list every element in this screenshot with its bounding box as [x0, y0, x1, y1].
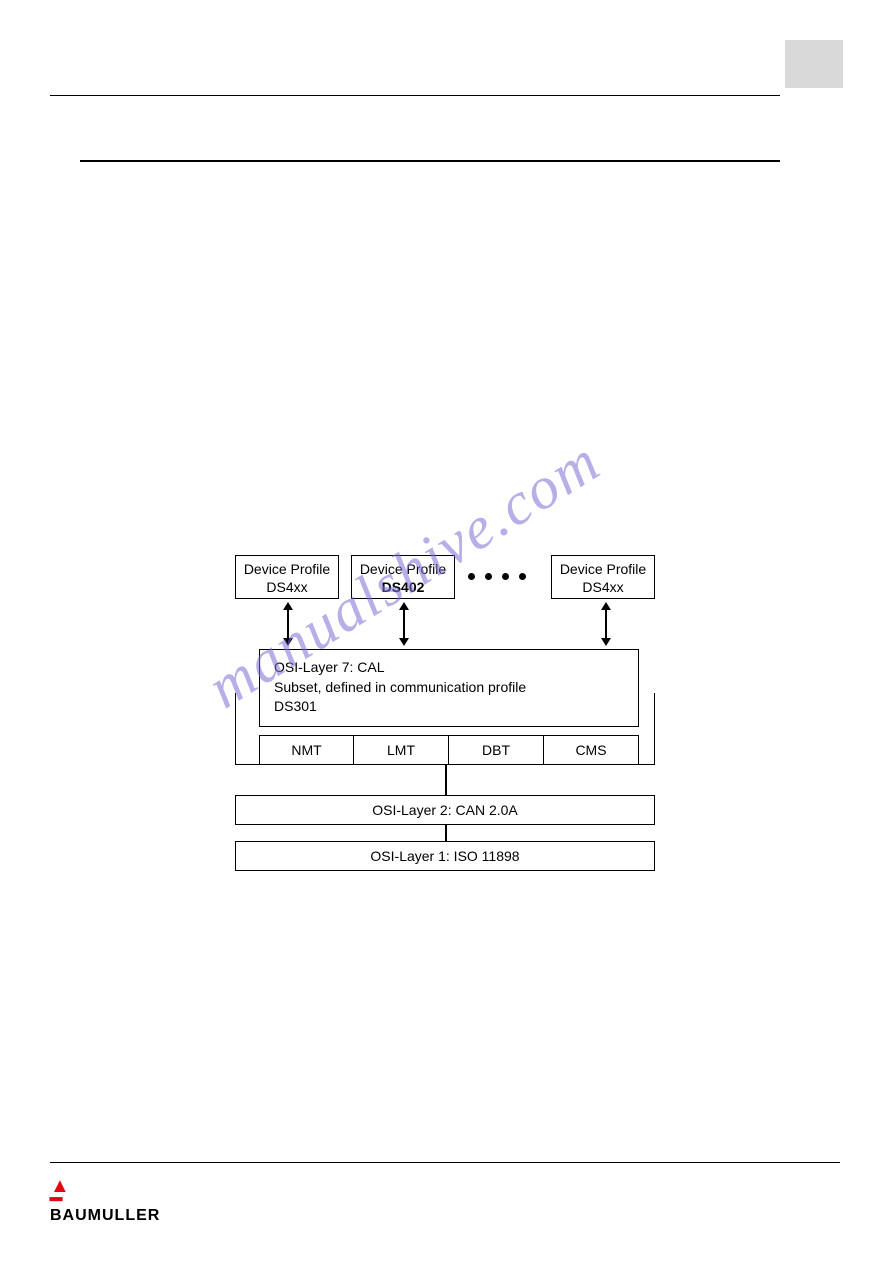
- osi-layer1-bar: OSI-Layer 1: ISO 11898: [235, 841, 655, 871]
- profile-1-line2: DS4xx: [266, 579, 307, 595]
- bidir-arrow-icon: [403, 609, 405, 639]
- profile-1-line1: Device Profile: [244, 561, 330, 577]
- service-dbt: DBT: [449, 735, 544, 765]
- bidir-arrow-icon: [287, 609, 289, 639]
- osi-layer2-bar: OSI-Layer 2: CAN 2.0A: [235, 795, 655, 825]
- osi-layer-diagram: Device Profile DS4xx Device Profile DS40…: [225, 555, 665, 955]
- logo-brand-text: BAUMULLER: [50, 1207, 160, 1225]
- profile-2-line2: DS402: [382, 579, 425, 595]
- section-rule: [80, 160, 780, 162]
- service-nmt: NMT: [259, 735, 354, 765]
- dot-icon: [502, 573, 509, 580]
- profile-2-line1: Device Profile: [360, 561, 446, 577]
- bidir-arrow-icon: [605, 609, 607, 639]
- service-cms: CMS: [544, 735, 639, 765]
- baumuller-logo: ▲━ BAUMULLER: [50, 1179, 160, 1225]
- device-profile-box-3: Device Profile DS4xx: [551, 555, 655, 599]
- layer7-cal-box: OSI-Layer 7: CAL Subset, defined in comm…: [259, 649, 639, 727]
- profile-3-line2: DS4xx: [582, 579, 623, 595]
- dot-icon: [485, 573, 492, 580]
- logo-mark-icon: ▲━: [50, 1179, 70, 1207]
- layer7-line2: Subset, defined in communication profile: [274, 679, 526, 695]
- service-row: NMT LMT DBT CMS: [259, 735, 639, 765]
- footer-rule: [50, 1162, 840, 1163]
- layer7-line3: DS301: [274, 698, 317, 714]
- header-rule: [50, 95, 780, 96]
- service-lmt: LMT: [354, 735, 449, 765]
- profile-3-line1: Device Profile: [560, 561, 646, 577]
- layer7-line1: OSI-Layer 7: CAL: [274, 659, 385, 675]
- dot-icon: [519, 573, 526, 580]
- connector-line: [445, 825, 447, 841]
- connector-line: [445, 765, 447, 795]
- dot-icon: [468, 573, 475, 580]
- ellipsis-dots: [468, 573, 526, 580]
- device-profile-box-2: Device Profile DS402: [351, 555, 455, 599]
- device-profile-box-1: Device Profile DS4xx: [235, 555, 339, 599]
- page-number-box: [785, 40, 843, 88]
